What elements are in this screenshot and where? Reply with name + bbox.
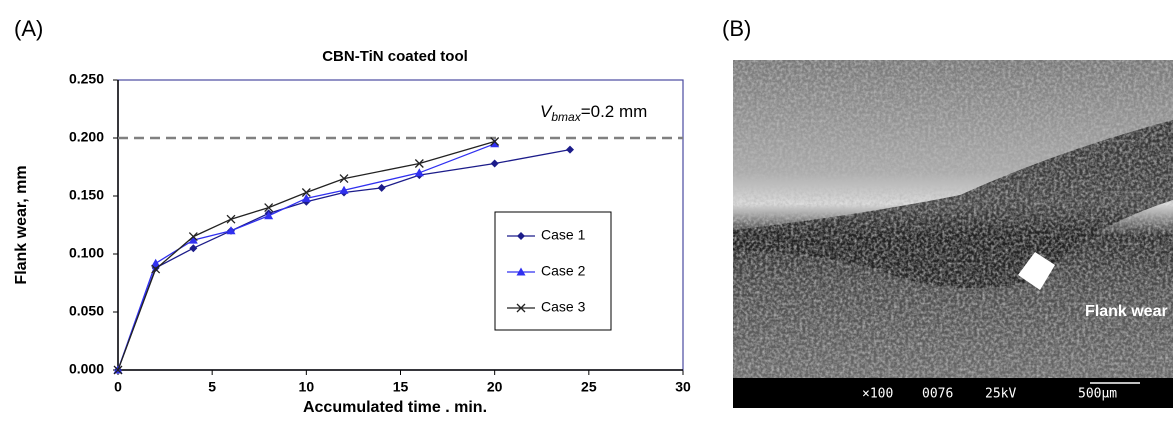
marker: [189, 244, 198, 253]
image-annotation: Flank wear: [1085, 303, 1168, 320]
x-tick-label: 30: [675, 379, 691, 395]
y-axis-label: Flank wear, mm: [13, 165, 30, 284]
series-line: [117, 140, 495, 371]
legend-label: Case 2: [541, 263, 586, 279]
y-tick-label: 0.150: [69, 187, 104, 203]
reference-label: Vbmax=0.2 mm: [540, 102, 647, 124]
panel-label: (B): [722, 16, 751, 41]
x-tick-label: 15: [393, 379, 409, 395]
marker: [490, 159, 499, 168]
sem-image: Flank wear ×100 0076 25kV 500µm: [733, 60, 1173, 408]
marker: [188, 232, 198, 242]
legend-label: Case 1: [541, 227, 586, 243]
y-tick-label: 0.250: [69, 71, 104, 87]
x-tick-label: 5: [208, 379, 216, 395]
marker: [490, 137, 500, 146]
marker: [113, 365, 123, 375]
marker: [151, 258, 161, 267]
reference-label-part: bmax: [551, 110, 581, 124]
scale-bar-label: 0076: [922, 387, 953, 402]
marker: [566, 145, 574, 154]
marker: [301, 188, 311, 197]
scale-bar-label: ×100: [862, 387, 893, 402]
y-tick-label: 0.200: [69, 129, 104, 145]
marker: [226, 214, 236, 224]
marker: [414, 168, 424, 177]
y-tick-label: 0.050: [69, 303, 104, 319]
legend-label: Case 3: [541, 299, 586, 315]
marker: [414, 159, 424, 168]
x-axis-label: Accumulated time . min.: [303, 399, 487, 416]
series-line: [117, 143, 495, 371]
y-tick-label: 0.000: [69, 361, 104, 377]
marker: [516, 267, 526, 276]
arrow: [1018, 252, 1055, 290]
marker: [188, 235, 198, 244]
y-tick-label: 0.100: [69, 245, 104, 261]
marker: [516, 303, 526, 313]
chart-title: CBN-TiN coated tool: [322, 48, 468, 65]
x-tick-label: 10: [299, 379, 315, 395]
scale-bar-label: 25kV: [985, 387, 1016, 402]
marker: [151, 264, 161, 274]
x-tick-label: 25: [581, 379, 597, 395]
scale-bar-label: 500µm: [1078, 387, 1117, 402]
x-tick-label: 0: [114, 379, 122, 395]
reference-label-part: =0.2 mm: [581, 102, 648, 121]
marker: [264, 211, 274, 220]
legend-box: [494, 211, 612, 331]
marker: [264, 203, 274, 213]
panel-label: (A): [14, 16, 43, 41]
x-tick-label: 20: [487, 379, 503, 395]
marker: [377, 183, 386, 192]
marker: [339, 185, 349, 194]
marker: [517, 232, 525, 240]
marker: [490, 139, 500, 148]
marker: [339, 174, 349, 184]
marker: [301, 193, 311, 202]
image-grain: [733, 60, 1173, 380]
marker: [226, 226, 236, 235]
reference-label-part: V: [540, 102, 553, 121]
